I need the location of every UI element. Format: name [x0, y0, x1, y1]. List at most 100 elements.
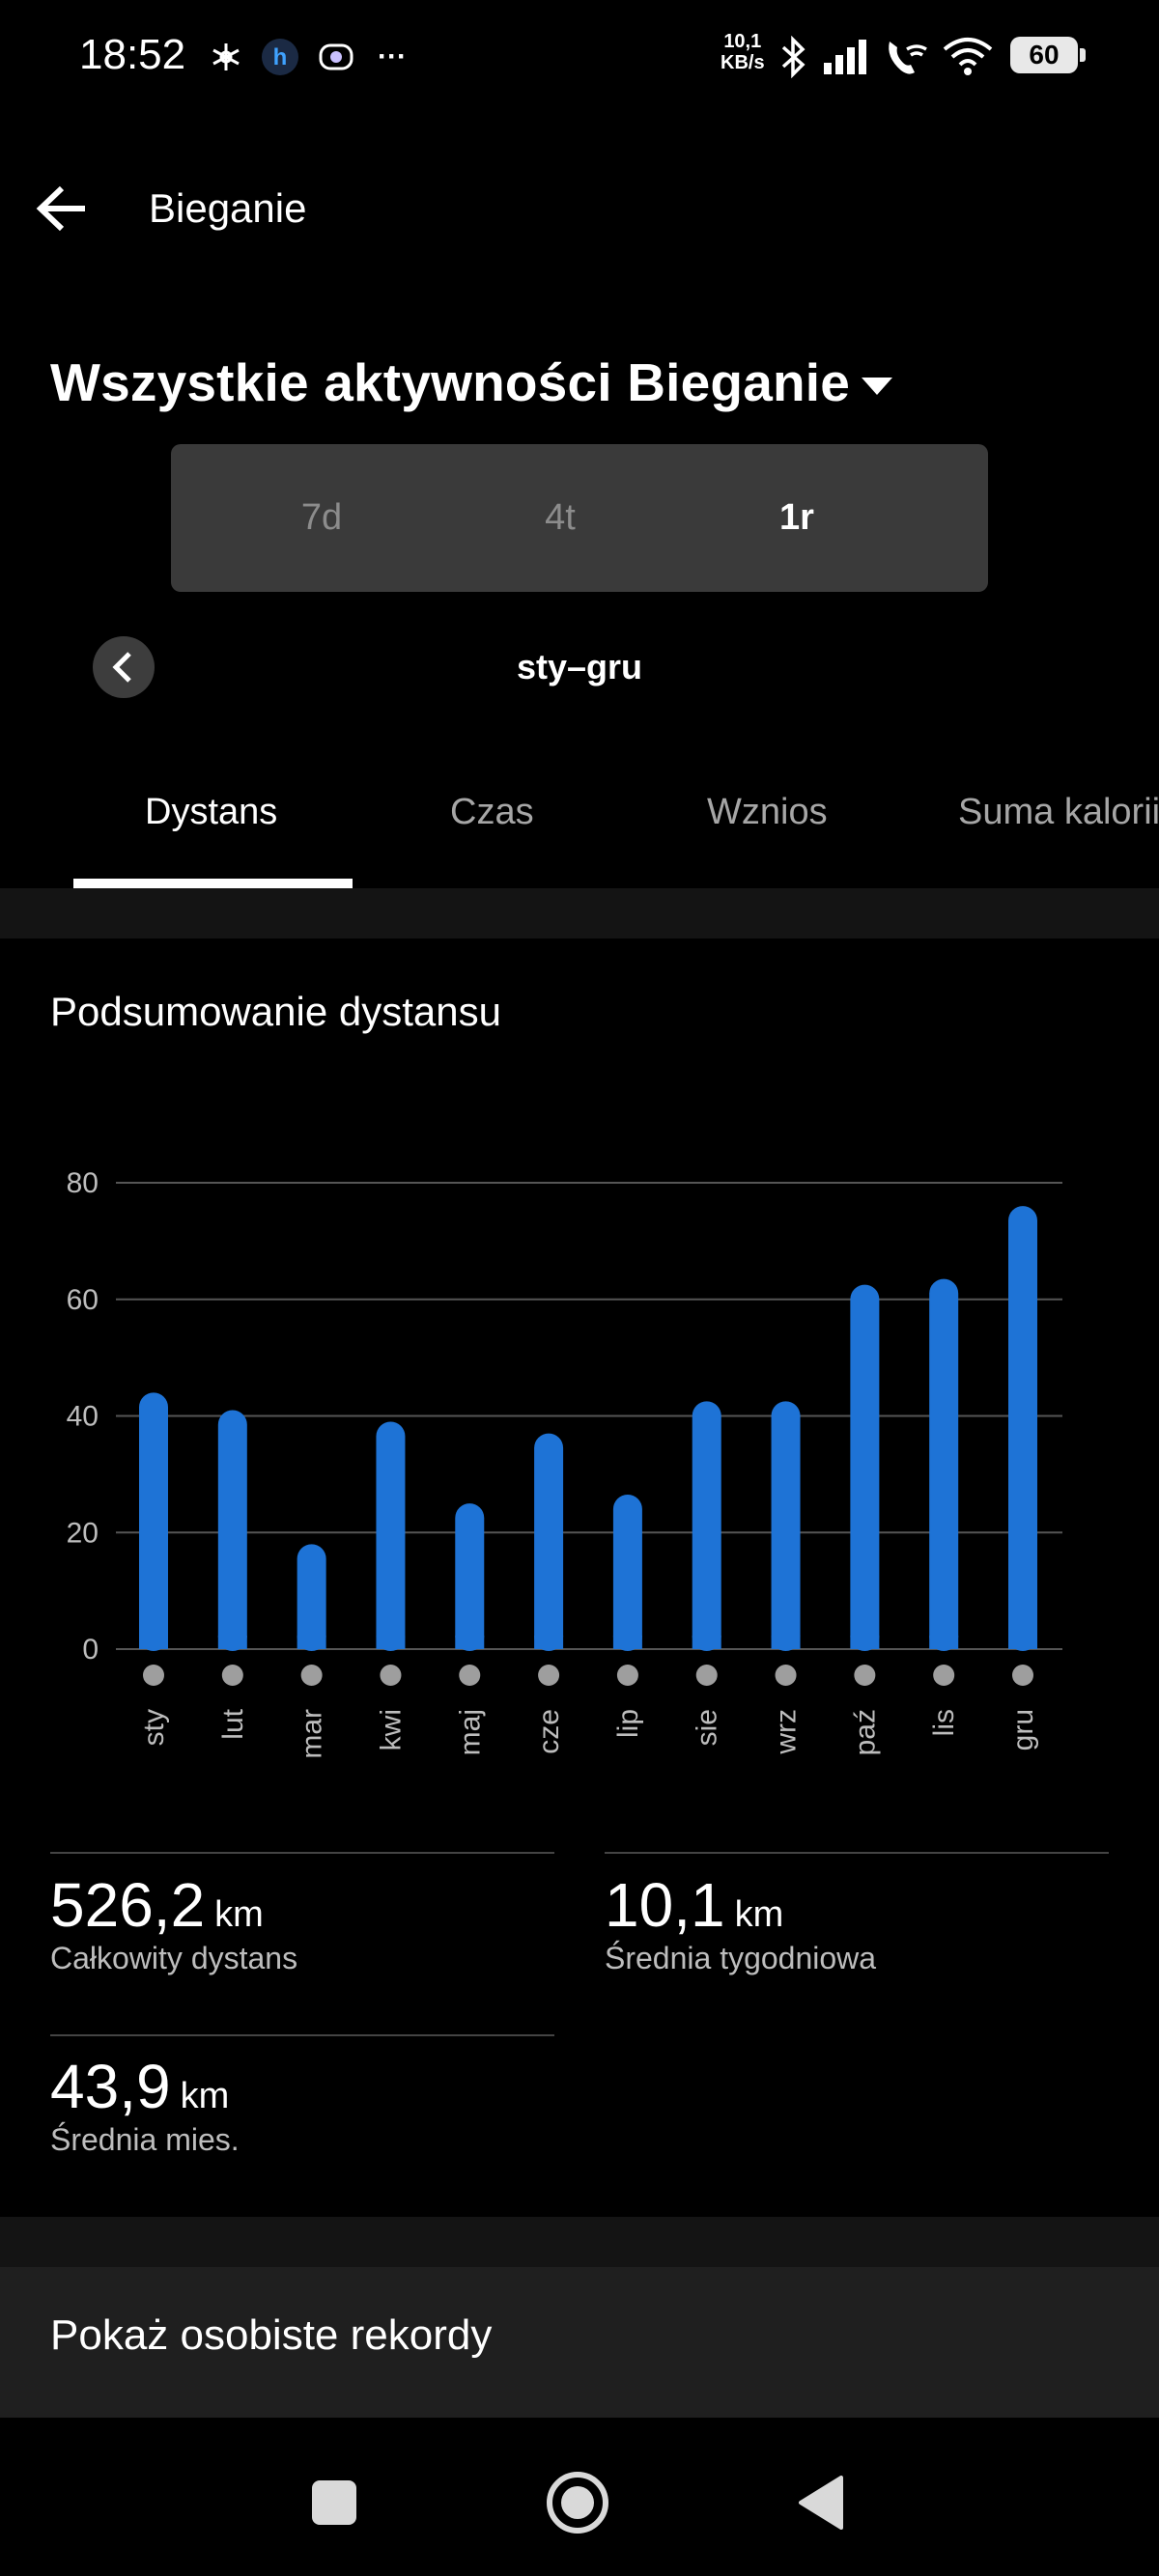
y-tick-label: 80: [67, 1167, 99, 1199]
activity-filter-title[interactable]: Wszystkie aktywności Bieganie: [50, 352, 851, 412]
month-dot[interactable]: [300, 1665, 323, 1686]
period-option-1r[interactable]: 1r: [779, 497, 814, 538]
distance-bar-chart: 0 20 40 60 80 sty lut mar kwi maj cze lip sie wrz paź l…: [67, 1167, 1062, 1759]
app-icon: [317, 35, 355, 79]
chart-bar[interactable]: [929, 1278, 959, 1651]
month-dot[interactable]: [1012, 1665, 1033, 1686]
month-dot[interactable]: [616, 1665, 638, 1686]
chart-bar[interactable]: [376, 1421, 406, 1651]
y-tick-label: 0: [82, 1634, 99, 1666]
month-dot[interactable]: [854, 1665, 876, 1686]
back-button[interactable]: [33, 180, 91, 238]
system-nav-bar: [0, 2429, 1159, 2576]
triangle-back-icon[interactable]: [782, 2464, 860, 2541]
more-dots-icon: ···: [378, 41, 407, 72]
h-app-icon: h: [261, 35, 299, 79]
section-title: Podsumowanie dystansu: [50, 989, 501, 1034]
chart-bar-base: [455, 1636, 485, 1649]
stat-label: Całkowity dystans: [50, 1941, 298, 1975]
network-speed-unit: KB/s: [721, 52, 765, 73]
tab-czas[interactable]: Czas: [450, 792, 534, 832]
chart-bar[interactable]: [771, 1401, 801, 1651]
date-range-label: sty–gru: [516, 647, 643, 686]
previous-period-button[interactable]: [93, 636, 155, 698]
chart-bar-base: [771, 1636, 801, 1649]
tab-dystans[interactable]: Dystans: [145, 792, 278, 832]
stat-label: Średnia mies.: [50, 2122, 240, 2157]
period-option-7d[interactable]: 7d: [300, 497, 343, 538]
period-option-4t[interactable]: 4t: [545, 497, 576, 538]
x-tick-label: kwi: [375, 1709, 407, 1750]
chevron-left-icon: [112, 652, 131, 683]
chart-bar[interactable]: [534, 1433, 564, 1651]
month-dot[interactable]: [775, 1665, 797, 1686]
chart-bar[interactable]: [217, 1410, 247, 1651]
header-title: Bieganie: [149, 185, 307, 231]
x-tick-label: paź: [849, 1709, 881, 1755]
x-tick-label: mar: [297, 1709, 328, 1759]
tab-wznios[interactable]: Wznios: [707, 792, 828, 832]
stat-total-distance: 526,2 km Całkowity dystans: [50, 1869, 297, 1976]
chart-bar-base: [1008, 1636, 1037, 1649]
stat-value: 10,1: [605, 1870, 725, 1940]
wifi-calling-icon: [881, 35, 929, 79]
x-tick-label: lut: [217, 1708, 249, 1739]
arrow-left-icon: [36, 185, 85, 232]
stat-weekly-average: 10,1 km Średnia tygodniowa: [605, 1869, 876, 1976]
stat-monthly-average: 43,9 km Średnia mies.: [50, 2051, 240, 2158]
chart-bar[interactable]: [692, 1401, 721, 1651]
chart-bar-base: [376, 1636, 406, 1649]
tab-suma-kalorii[interactable]: Suma kalorii: [958, 792, 1159, 832]
month-dot[interactable]: [459, 1665, 481, 1686]
x-tick-label: lis: [928, 1709, 960, 1736]
wifi-icon: [941, 35, 995, 79]
battery-indicator: 60: [1010, 37, 1086, 73]
x-tick-label: gru: [1007, 1709, 1039, 1750]
stat-unit: km: [214, 1894, 264, 1935]
snowflake-icon: [207, 35, 245, 79]
chart-bar-base: [612, 1636, 642, 1649]
chart-bar[interactable]: [612, 1495, 642, 1651]
circle-home-icon[interactable]: [539, 2464, 616, 2541]
network-speed-value: 10,1: [723, 31, 762, 52]
stat-unit: km: [180, 2076, 230, 2116]
chart-bar[interactable]: [850, 1284, 880, 1651]
chart-bar[interactable]: [297, 1544, 326, 1651]
stat-divider: [50, 2034, 554, 2036]
month-dot[interactable]: [695, 1665, 718, 1686]
chart-bar[interactable]: [1008, 1206, 1037, 1651]
section-divider: [0, 888, 1159, 938]
chart-bar-base: [297, 1636, 326, 1649]
month-dot[interactable]: [933, 1665, 955, 1686]
month-dot[interactable]: [143, 1665, 164, 1686]
month-dot[interactable]: [538, 1665, 560, 1686]
y-tick-label: 20: [67, 1517, 99, 1549]
chevron-down-icon[interactable]: [858, 367, 896, 406]
period-selector: 7d 4t 1r: [171, 444, 988, 592]
chart-bar-base: [692, 1636, 721, 1649]
stat-label: Średnia tygodniowa: [605, 1941, 877, 1975]
personal-records-button[interactable]: Pokaż osobiste rekordy: [0, 2267, 1159, 2418]
network-speed: 10,1 KB/s: [721, 31, 765, 73]
stat-divider: [605, 1852, 1109, 1854]
bluetooth-icon: [773, 35, 815, 79]
chart-bar-base: [534, 1636, 564, 1649]
month-dot[interactable]: [221, 1665, 243, 1686]
x-tick-label: wrz: [771, 1709, 803, 1755]
month-dot[interactable]: [380, 1665, 402, 1686]
stat-divider: [50, 1852, 554, 1854]
status-time: 18:52: [79, 31, 186, 78]
x-tick-label: sty: [138, 1709, 170, 1746]
stat-unit: km: [734, 1894, 784, 1935]
chart-bar[interactable]: [455, 1503, 485, 1651]
signal-icon: [821, 35, 871, 79]
active-tab-indicator: [73, 879, 353, 888]
x-tick-label: lip: [612, 1709, 644, 1738]
y-tick-label: 60: [67, 1284, 99, 1316]
chart-bar-base: [217, 1636, 247, 1649]
square-recents-icon[interactable]: [296, 2464, 373, 2541]
chart-bar[interactable]: [139, 1392, 168, 1651]
chart-bar-base: [139, 1636, 168, 1649]
y-tick-label: 40: [67, 1401, 99, 1433]
x-tick-label: maj: [454, 1709, 486, 1755]
